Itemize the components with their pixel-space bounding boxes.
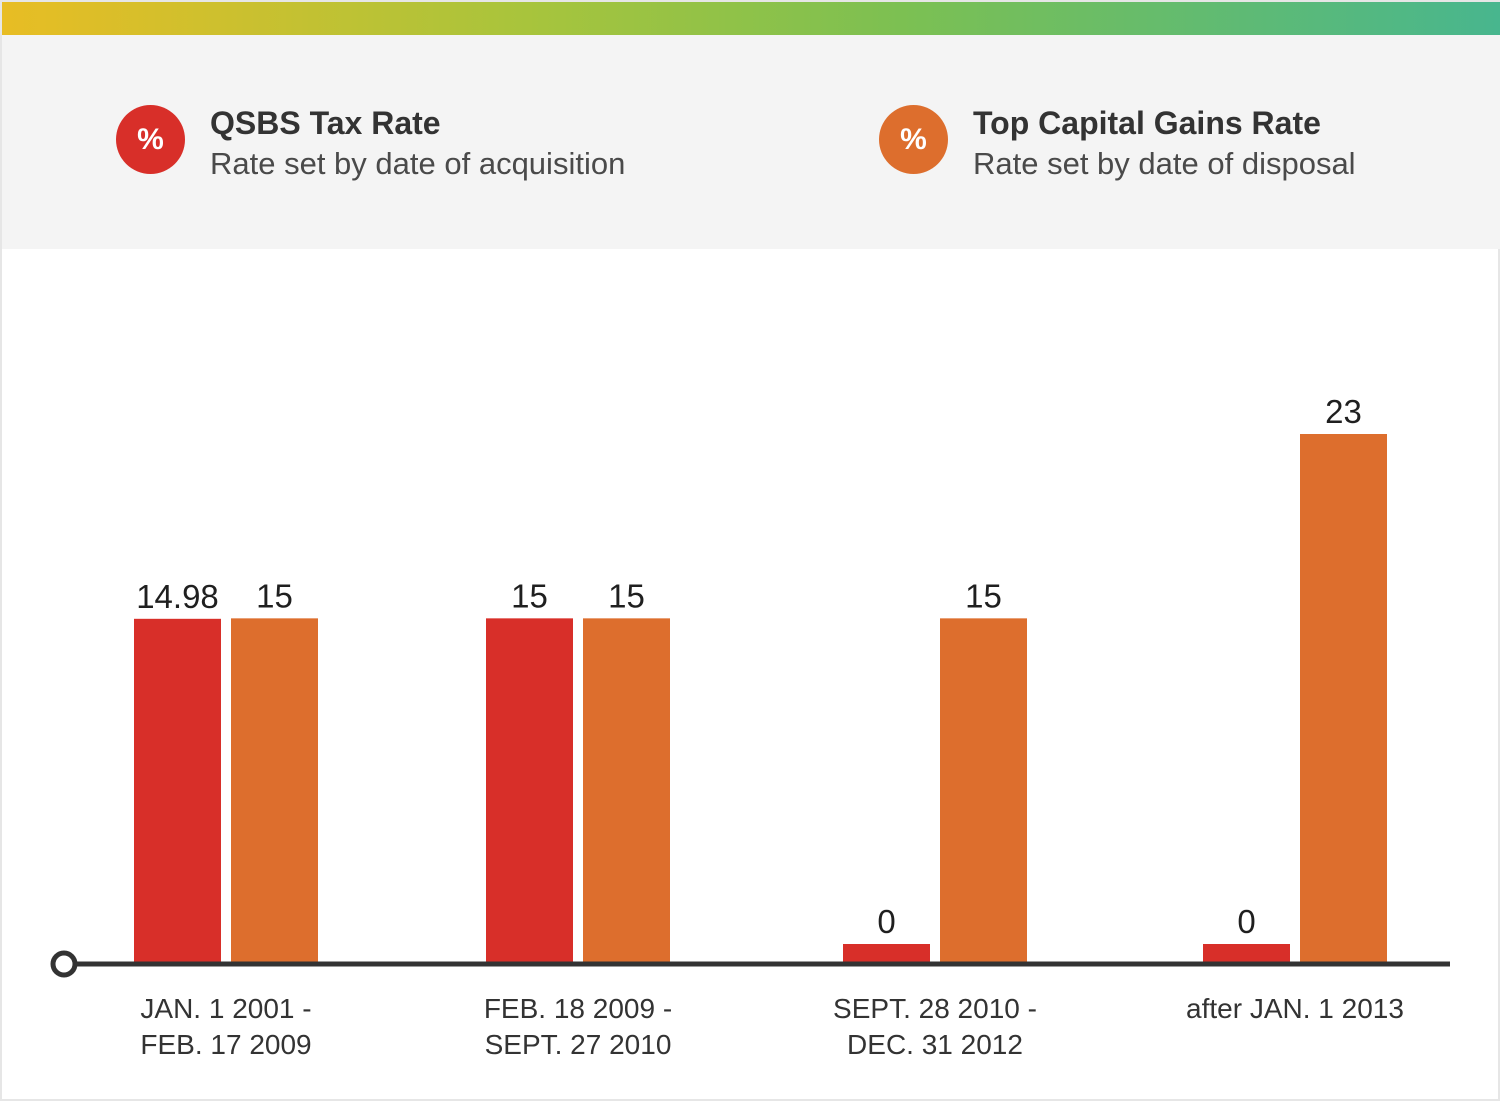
data-label-qsbs-3: 0: [877, 903, 895, 940]
bar-qsbs-4: [1203, 944, 1290, 964]
legend-subtitle-qsbs: Rate set by date of acquisition: [210, 146, 626, 181]
percent-icon: %: [879, 105, 948, 174]
bar-capgains-1: [231, 618, 318, 964]
top-gradient-bar: [2, 2, 1500, 35]
legend-panel: % QSBS Tax Rate Rate set by date of acqu…: [2, 35, 1500, 249]
bar-capgains-3: [940, 618, 1027, 964]
legend-text-qsbs: QSBS Tax Rate Rate set by date of acquis…: [210, 103, 625, 185]
data-label-capgains-2: 15: [608, 577, 645, 614]
axis-origin-marker: [50, 950, 78, 978]
bar-qsbs-1: [134, 618, 221, 964]
x-tick-label-1-line-1: JAN. 1 2001 -: [140, 993, 311, 1024]
data-label-qsbs-1: 14.98: [136, 578, 219, 615]
x-tick-label-3-line-1: SEPT. 28 2010 -: [833, 993, 1037, 1024]
data-label-qsbs-2: 15: [511, 577, 548, 614]
x-tick-label-1-line-2: FEB. 17 2009: [140, 1029, 311, 1060]
bar-qsbs-3: [843, 944, 930, 964]
x-tick-label-2-line-1: FEB. 18 2009 -: [484, 993, 672, 1024]
data-label-capgains-3: 15: [965, 577, 1002, 614]
bar-capgains-2: [583, 618, 670, 964]
legend-title-qsbs: QSBS Tax Rate: [210, 105, 441, 141]
data-label-capgains-4: 23: [1325, 393, 1362, 430]
percent-icon: %: [116, 105, 185, 174]
x-tick-label-4-line-1: after JAN. 1 2013: [1186, 993, 1404, 1024]
data-label-qsbs-4: 0: [1237, 903, 1255, 940]
x-tick-label-3-line-2: DEC. 31 2012: [847, 1029, 1023, 1060]
bar-qsbs-2: [486, 618, 573, 964]
legend-title-capital-gains: Top Capital Gains Rate: [973, 105, 1321, 141]
bar-capgains-4: [1300, 434, 1387, 964]
legend-item-capital-gains: % Top Capital Gains Rate Rate set by dat…: [879, 105, 1356, 185]
legend-text-capital-gains: Top Capital Gains Rate Rate set by date …: [973, 103, 1356, 185]
data-label-capgains-1: 15: [256, 577, 293, 614]
legend-subtitle-capital-gains: Rate set by date of disposal: [973, 146, 1356, 181]
legend-item-qsbs: % QSBS Tax Rate Rate set by date of acqu…: [116, 105, 625, 185]
x-tick-label-2-line-2: SEPT. 27 2010: [485, 1029, 672, 1060]
